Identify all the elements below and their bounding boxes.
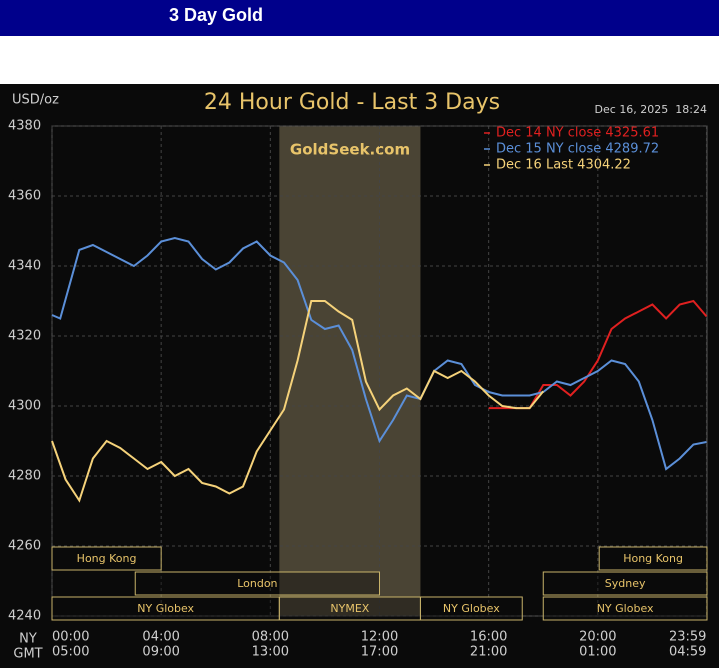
- session-label: NYMEX: [330, 602, 369, 615]
- x-tick-label: 16:00: [470, 630, 507, 645]
- session-box: [134, 571, 380, 596]
- x-secondary-tick-label: 17:00: [361, 645, 398, 660]
- session-label: London: [237, 577, 277, 590]
- top-bar: 3 Day Gold: [0, 0, 719, 36]
- chart-title: 24 Hour Gold - Last 3 Days: [204, 90, 500, 115]
- price-line: [51, 236, 707, 471]
- session-box: [542, 571, 708, 596]
- x-tick-label: 08:00: [252, 630, 289, 645]
- legend-entry: Dec 14 NY close 4325.61: [496, 126, 659, 141]
- x-secondary-tick-label: 09:00: [142, 645, 179, 660]
- legend-entry: Dec 15 NY close 4289.72: [496, 142, 659, 157]
- session-label: Hong Kong: [623, 552, 683, 565]
- nymex-highlight: [279, 126, 421, 616]
- y-tick-label: 4380: [8, 119, 41, 134]
- y-tick-label: 4300: [8, 399, 41, 414]
- x-tick-label: 20:00: [579, 630, 616, 645]
- session-label: Hong Kong: [77, 552, 137, 565]
- x-secondary-row-label: GMT: [13, 647, 42, 662]
- x-secondary-tick-label: 21:00: [470, 645, 507, 660]
- session-box: [598, 546, 708, 571]
- y-tick-label: 4320: [8, 329, 41, 344]
- legend-entry: Dec 16 Last 4304.22: [496, 158, 631, 173]
- x-secondary-tick-label: 01:00: [579, 645, 616, 660]
- x-tick-label: 04:00: [142, 630, 179, 645]
- y-tick-label: 4280: [8, 469, 41, 484]
- chart: USD/oz 24 Hour Gold - Last 3 Days Dec 16…: [0, 84, 719, 668]
- session-box: [419, 596, 523, 621]
- session-box: [51, 546, 162, 571]
- y-tick-label: 4340: [8, 259, 41, 274]
- x-secondary-tick-label: 04:59: [669, 645, 706, 660]
- price-line: [51, 300, 545, 503]
- session-label: NY Globex: [137, 602, 194, 615]
- page-title: 3 Day Gold: [169, 5, 264, 25]
- session-box: [542, 596, 708, 621]
- y-tick-label: 4260: [8, 539, 41, 554]
- y-tick-label: 4240: [8, 609, 41, 624]
- unit-label: USD/oz: [12, 93, 59, 108]
- x-tick-label: 00:00: [52, 630, 89, 645]
- session-label: NY Globex: [443, 602, 500, 615]
- x-row-label: NY: [19, 632, 37, 647]
- x-tick-label: 23:59: [669, 630, 706, 645]
- session-label: NY Globex: [597, 602, 654, 615]
- x-secondary-tick-label: 05:00: [52, 645, 89, 660]
- x-secondary-tick-label: 13:00: [252, 645, 289, 660]
- session-label: Sydney: [605, 577, 646, 590]
- timestamp: Dec 16, 2025 18:24: [595, 103, 707, 116]
- watermark: GoldSeek.com: [290, 141, 410, 159]
- x-tick-label: 12:00: [361, 630, 398, 645]
- y-tick-label: 4360: [8, 189, 41, 204]
